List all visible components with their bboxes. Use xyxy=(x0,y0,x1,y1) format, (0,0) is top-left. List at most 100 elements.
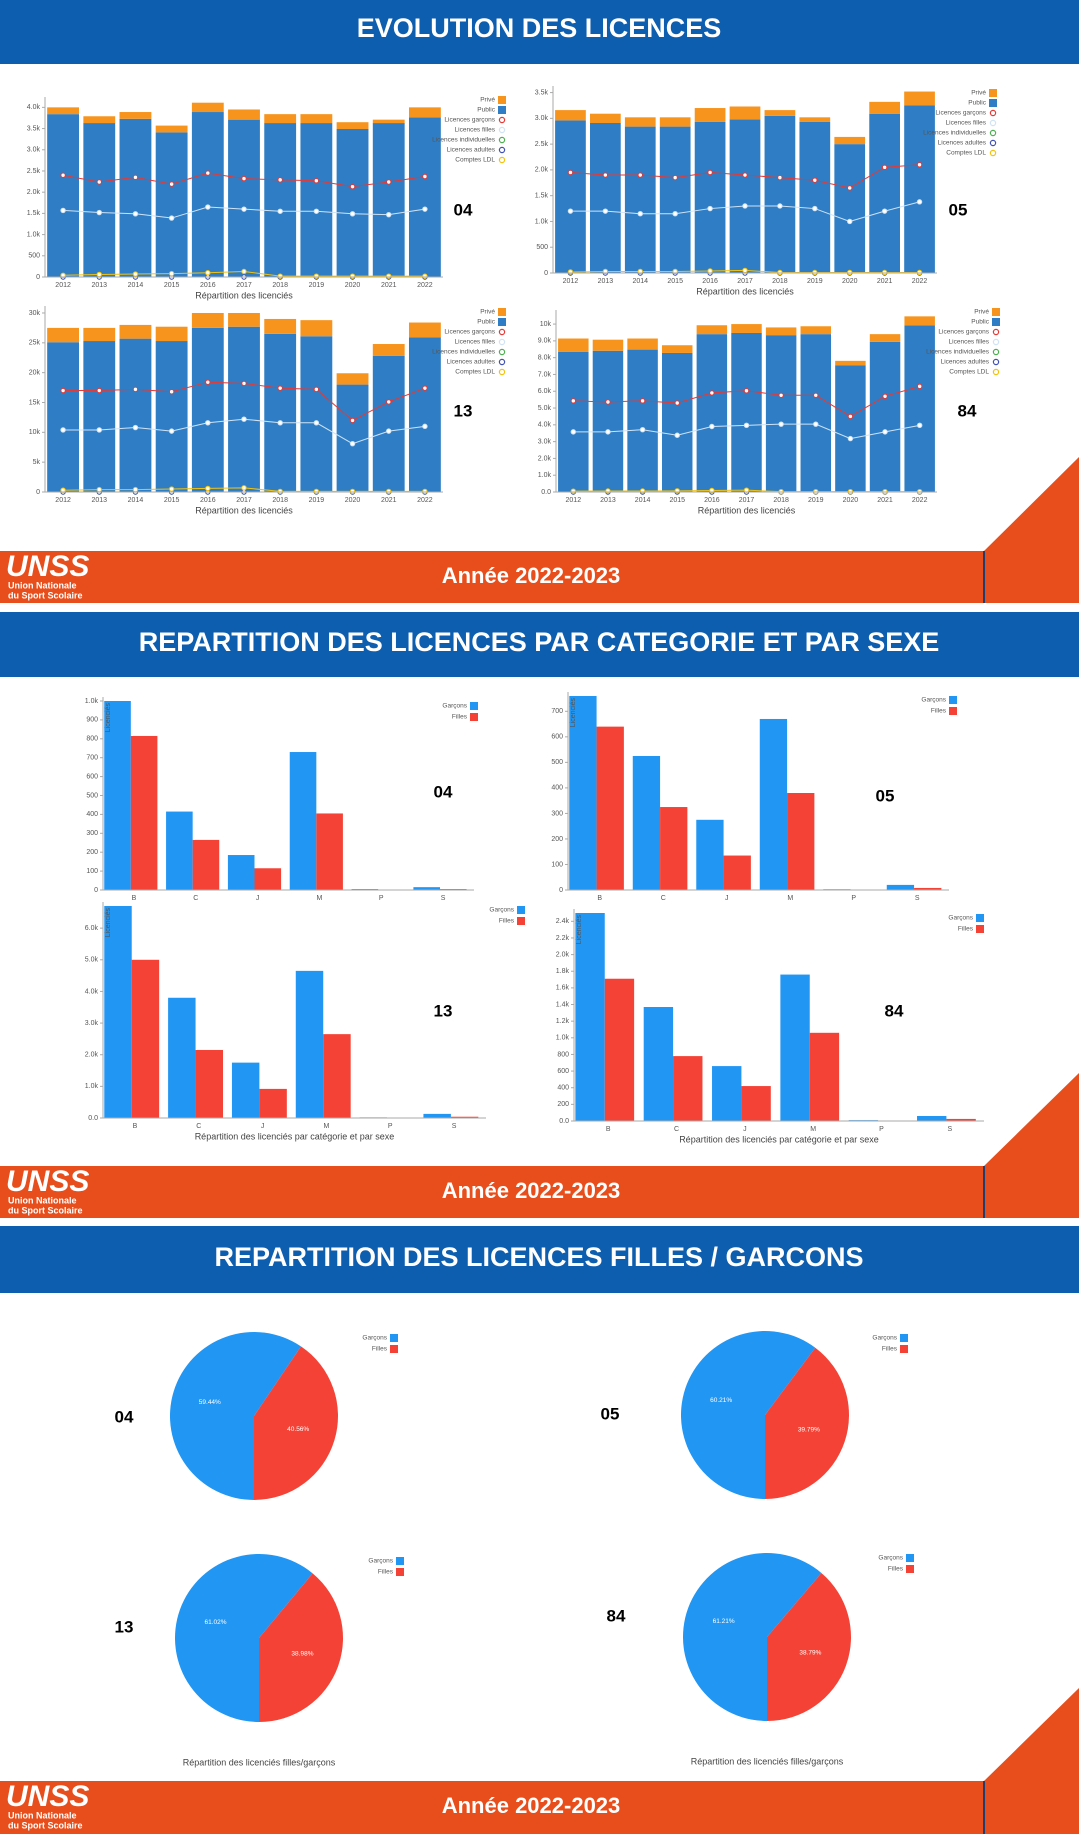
logo-subtitle: du Sport Scolaire xyxy=(8,590,83,600)
x-tick-label: 2020 xyxy=(843,497,859,504)
pie-slice xyxy=(680,1330,816,1499)
legend-label: Garçons xyxy=(368,1558,393,1565)
bar-segment xyxy=(47,327,80,343)
footer-text: Année 2022-2023 xyxy=(442,1178,621,1203)
legend-label: Licences filles xyxy=(949,339,990,346)
x-axis-label: Répartition des licenciés par catégorie … xyxy=(679,1134,879,1144)
legend-label: Filles xyxy=(958,926,974,933)
line-point xyxy=(386,399,392,405)
logo-subtitle: du Sport Scolaire xyxy=(8,1820,83,1830)
line-point xyxy=(567,169,574,176)
legend-swatch xyxy=(396,1557,404,1565)
bar-segment xyxy=(83,116,116,124)
y-tick-label: 300 xyxy=(86,830,98,837)
legend-swatch xyxy=(992,318,1000,326)
line-point xyxy=(882,429,888,435)
bar xyxy=(316,813,343,890)
x-tick-label: 2019 xyxy=(309,282,325,289)
line-point xyxy=(812,205,818,212)
y-tick-label: 500 xyxy=(536,244,548,251)
line-point xyxy=(349,273,356,279)
bar-segment xyxy=(904,91,935,106)
bar xyxy=(231,1062,260,1118)
x-tick-label: M xyxy=(323,1123,329,1130)
y-tick-label: 10k xyxy=(29,429,41,436)
line-point xyxy=(422,206,428,212)
y-tick-label: 30k xyxy=(29,310,41,317)
legend-marker xyxy=(989,149,997,157)
y-tick-label: 400 xyxy=(551,785,563,792)
y-tick-label: 7.0k xyxy=(538,371,552,378)
x-tick-label: 2017 xyxy=(739,497,755,504)
line-point xyxy=(96,427,102,433)
line-point xyxy=(96,486,102,493)
line-point xyxy=(777,174,783,181)
line-point xyxy=(60,207,66,214)
bar xyxy=(914,887,942,890)
legend-label: Garçons xyxy=(872,1335,897,1342)
bar-segment xyxy=(555,120,586,273)
bar-segment xyxy=(47,107,80,115)
logo: UNSS xyxy=(6,1165,89,1198)
x-tick-label: 2020 xyxy=(345,497,361,504)
line-point xyxy=(205,170,211,176)
line-point xyxy=(60,272,66,279)
y-tick-label: 3.5k xyxy=(535,89,549,96)
bar-segment xyxy=(264,114,297,124)
legend-swatch xyxy=(949,707,957,715)
line-point xyxy=(386,211,392,218)
legend-label: Filles xyxy=(499,918,515,925)
x-tick-label: 2018 xyxy=(773,497,789,504)
chart-label: 84 xyxy=(958,401,977,420)
bar xyxy=(886,884,915,890)
legend-swatch xyxy=(976,914,984,922)
x-tick-label: 2019 xyxy=(808,497,824,504)
y-tick-label: 25k xyxy=(29,340,41,347)
bar-segment xyxy=(694,108,726,122)
line-point xyxy=(241,175,247,182)
legend-marker xyxy=(992,358,1000,366)
logo-subtitle: Union Nationale xyxy=(8,1810,77,1820)
bar-segment xyxy=(869,341,901,492)
legend-label: Privé xyxy=(974,309,989,316)
bar-segment xyxy=(661,345,693,353)
bar-segment xyxy=(119,118,152,278)
y-tick-label: 100 xyxy=(551,861,563,868)
y-tick-label: 4.0k xyxy=(27,104,41,111)
legend-label: Comptes LDL xyxy=(949,369,989,376)
legend-marker xyxy=(498,116,506,124)
line-point xyxy=(422,173,428,180)
line-point xyxy=(205,420,211,426)
bar xyxy=(604,978,635,1121)
legend-swatch xyxy=(906,1565,914,1573)
line-point xyxy=(313,488,320,495)
x-tick-label: M xyxy=(810,1126,816,1133)
line-point xyxy=(605,488,611,494)
line-point xyxy=(313,273,320,279)
pie-value-label: 38.79% xyxy=(799,1650,821,1657)
bar-segment xyxy=(264,318,297,334)
legend-label: Public xyxy=(477,107,495,114)
y-tick-label: 500 xyxy=(86,792,98,799)
bar-segment xyxy=(191,327,224,492)
chart-caption: Répartition des licenciés filles/garçons xyxy=(691,1756,844,1766)
line-point xyxy=(881,269,888,276)
y-tick-label: 9.0k xyxy=(538,338,552,345)
chart-label: 04 xyxy=(434,782,453,801)
header-band xyxy=(0,1226,1079,1293)
y-tick-label: 200 xyxy=(557,1101,569,1108)
line-point xyxy=(602,172,609,178)
bar xyxy=(596,726,624,890)
line-point xyxy=(881,208,888,214)
y-tick-label: 2.4k xyxy=(556,918,570,925)
line-point xyxy=(916,383,923,390)
footer-band xyxy=(0,551,1079,603)
legend-label: Privé xyxy=(480,309,495,316)
bar xyxy=(323,1034,351,1118)
x-tick-label: J xyxy=(256,895,260,902)
bar-segment xyxy=(834,144,866,273)
y-tick-label: 6.0k xyxy=(538,388,552,395)
x-tick-label: 2012 xyxy=(566,497,582,504)
